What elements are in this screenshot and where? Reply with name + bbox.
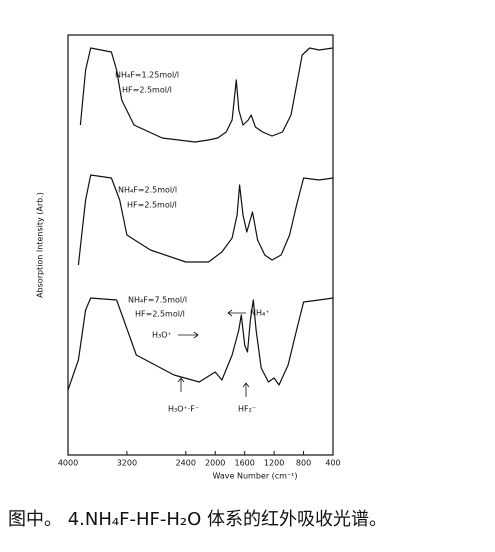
x-tick-label: 400 xyxy=(325,459,340,468)
x-tick-label: 4000 xyxy=(58,459,78,468)
y-axis-label: Absorption Intensity (Arb.) xyxy=(36,192,45,298)
x-tick-label: 2400 xyxy=(176,459,196,468)
x-tick-label: 1600 xyxy=(234,459,254,468)
x-tick-label: 3200 xyxy=(117,459,137,468)
annotation: NH₄F=2.5mol/l xyxy=(118,186,177,195)
x-tick-label: 1200 xyxy=(264,459,284,468)
annotation: HF=2.5mol/l xyxy=(135,310,185,319)
spectrum-line xyxy=(77,174,334,266)
annotation: H₃O⁺ xyxy=(152,331,172,340)
x-tick-label: 2000 xyxy=(205,459,225,468)
annotation: HF₂⁻ xyxy=(238,405,256,414)
annotation: HF=2.5mol/l xyxy=(122,86,172,95)
annotation: NH₄F=1.25mol/l xyxy=(115,71,179,80)
spectrum-line xyxy=(79,47,334,143)
plot-frame xyxy=(67,34,334,456)
x-axis-label: Wave Number (cm⁻¹) xyxy=(212,472,297,481)
annotation: HF=2.5mol/l xyxy=(127,201,177,210)
arrows xyxy=(177,309,250,397)
caption: 图中。 4.NH₄F-HF-H₂O 体系的红外吸收光谱。 xyxy=(8,509,387,530)
annotation: NH₄F=7.5mol/l xyxy=(128,296,187,305)
annotation: H₃O⁺·F⁻ xyxy=(168,405,199,414)
annotation: NH₄⁺ xyxy=(250,309,269,318)
spectrum-line xyxy=(67,297,334,391)
x-tick-label: 800 xyxy=(296,459,311,468)
